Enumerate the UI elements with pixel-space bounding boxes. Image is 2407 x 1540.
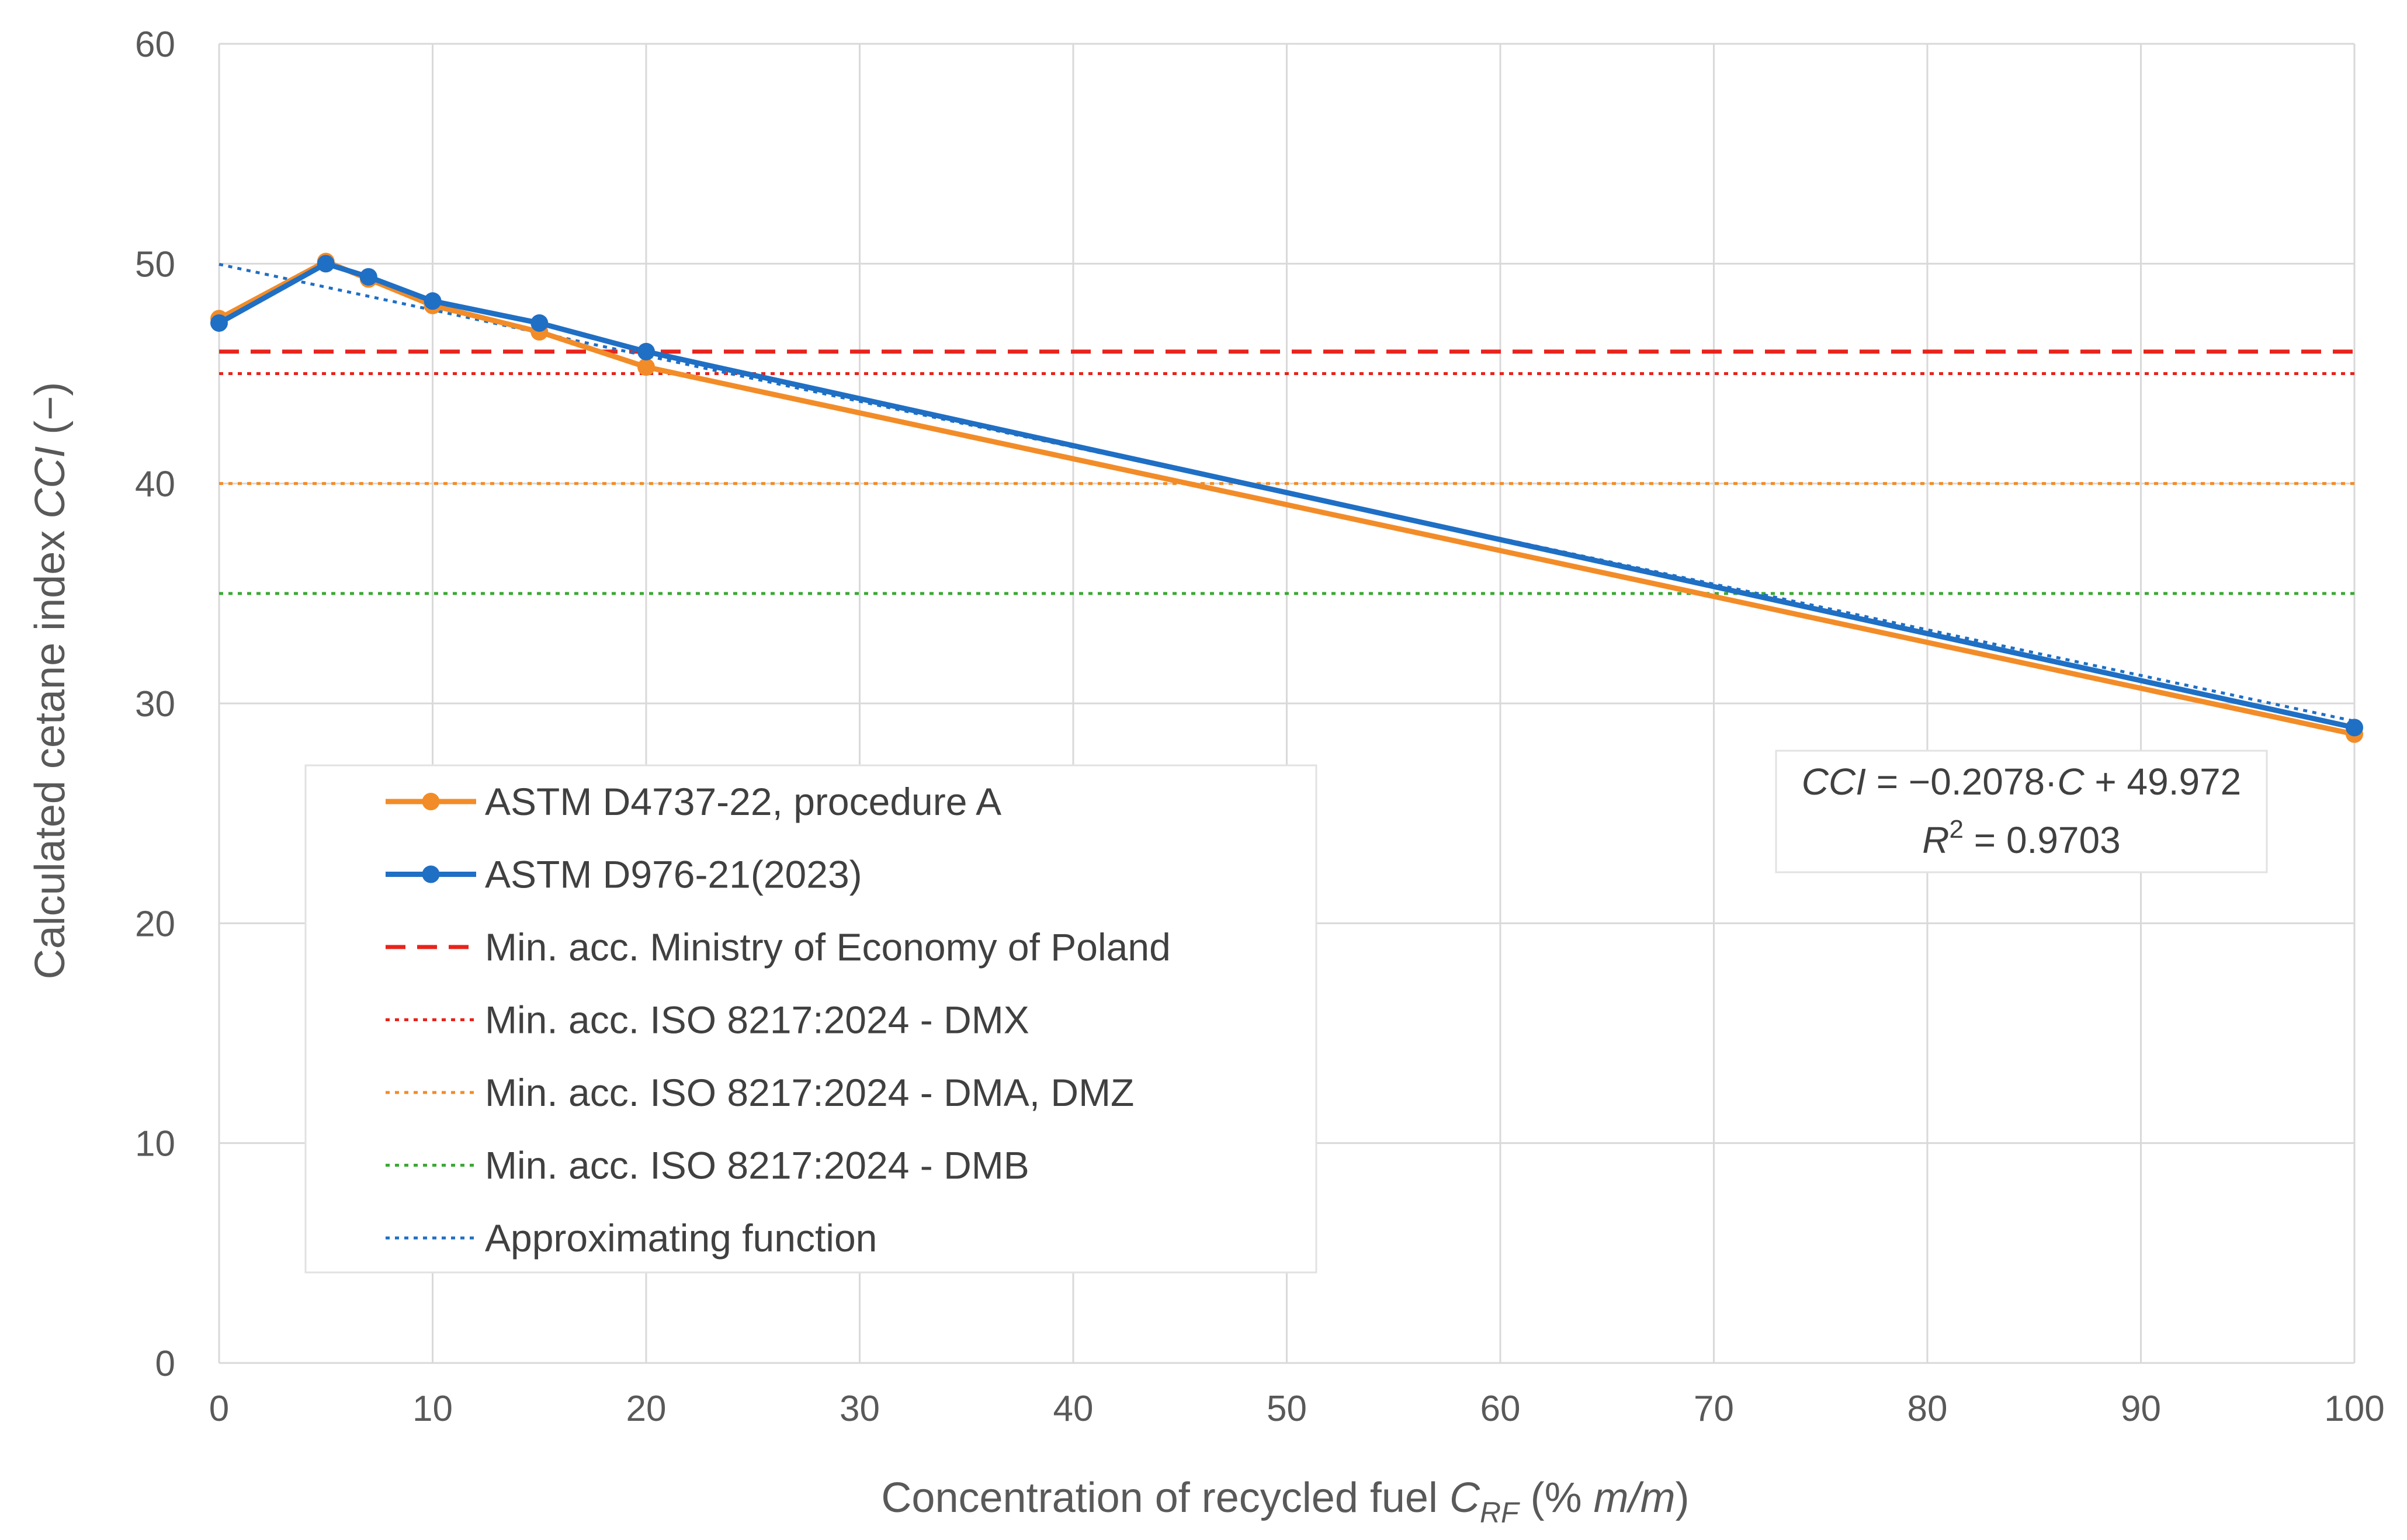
legend: ASTM D4737-22, procedure A ASTM D976-21(2… bbox=[386, 780, 1171, 1260]
x-tick-label: 100 bbox=[2324, 1389, 2384, 1429]
legend-label: Min. acc. ISO 8217:2024 - DMB bbox=[485, 1144, 1029, 1187]
equation-mid: = −0.2078· bbox=[1866, 761, 2057, 803]
equation-box bbox=[1775, 750, 2268, 873]
y-axis-title: Calculated cetane index CCI (−) bbox=[27, 382, 74, 980]
y-axis-title-post: (−) bbox=[27, 382, 74, 446]
y-tick-labels: 0 10 20 30 40 50 60 bbox=[135, 25, 175, 1384]
x-tick-label: 10 bbox=[412, 1389, 453, 1429]
x-tick-label: 90 bbox=[2121, 1389, 2161, 1429]
data-point-1 bbox=[210, 314, 228, 332]
data-point-1 bbox=[2346, 719, 2363, 737]
x-tick-label: 50 bbox=[1267, 1389, 1307, 1429]
r-squared-text: R2 = 0.9703 bbox=[1922, 815, 2120, 861]
x-tick-labels: 0 10 20 30 40 50 60 70 80 90 100 bbox=[209, 1389, 2385, 1429]
series-layer bbox=[210, 252, 2363, 743]
legend-box bbox=[304, 764, 1317, 1274]
r-squared-end: = 0.9703 bbox=[1964, 819, 2121, 861]
x-tick-label: 80 bbox=[1907, 1389, 1948, 1429]
data-point-1 bbox=[359, 268, 377, 286]
r-squared-sup: 2 bbox=[1950, 815, 1964, 844]
x-tick-label: 70 bbox=[1694, 1389, 1734, 1429]
data-point-1 bbox=[317, 255, 335, 273]
data-point-0 bbox=[637, 358, 655, 376]
legend-label: Min. acc. ISO 8217:2024 - DMA, DMZ bbox=[485, 1071, 1134, 1114]
x-tick-label: 20 bbox=[626, 1389, 667, 1429]
y-tick-label: 10 bbox=[135, 1124, 175, 1164]
legend-marker bbox=[422, 865, 440, 883]
equation-var: CCI bbox=[1802, 761, 1866, 803]
y-tick-label: 50 bbox=[135, 244, 175, 285]
r-squared-var: R bbox=[1922, 819, 1949, 861]
x-tick-label: 30 bbox=[840, 1389, 880, 1429]
legend-label: Min. acc. Ministry of Economy of Poland bbox=[485, 925, 1171, 969]
equation-end: + 49.972 bbox=[2085, 761, 2242, 803]
legend-label: Min. acc. ISO 8217:2024 - DMX bbox=[485, 998, 1029, 1042]
x-axis-title-unit: m/m bbox=[1594, 1475, 1676, 1521]
y-axis-title-pre: Calculated cetane index bbox=[27, 519, 74, 980]
x-axis-title-post-a: (% bbox=[1519, 1475, 1594, 1521]
x-tick-label: 40 bbox=[1053, 1389, 1094, 1429]
x-axis-title-post-b: ) bbox=[1676, 1475, 1690, 1521]
equation-text: CCI = −0.2078·C + 49.972 bbox=[1802, 761, 2242, 803]
y-tick-label: 30 bbox=[135, 684, 175, 724]
data-point-1 bbox=[424, 292, 442, 310]
data-point-1 bbox=[530, 314, 549, 332]
x-axis-title-pre: Concentration of recycled fuel bbox=[881, 1475, 1449, 1521]
x-axis-title: Concentration of recycled fuel CRF (% m/… bbox=[881, 1475, 1689, 1529]
x-tick-label: 60 bbox=[1480, 1389, 1521, 1429]
data-point-1 bbox=[637, 342, 655, 360]
legend-label: Approximating function bbox=[485, 1216, 877, 1260]
x-axis-title-sub: RF bbox=[1480, 1496, 1520, 1529]
legend-label: ASTM D4737-22, procedure A bbox=[485, 780, 1001, 823]
equation-c: C bbox=[2057, 761, 2085, 803]
legend-label: ASTM D976-21(2023) bbox=[485, 853, 862, 896]
y-tick-label: 60 bbox=[135, 25, 175, 65]
y-tick-label: 0 bbox=[155, 1344, 175, 1384]
y-axis-title-var: CCI bbox=[27, 446, 74, 519]
y-tick-label: 20 bbox=[135, 904, 175, 944]
x-axis-title-var: C bbox=[1449, 1475, 1480, 1521]
x-tick-label: 0 bbox=[209, 1389, 229, 1429]
legend-marker bbox=[422, 793, 440, 810]
y-tick-label: 40 bbox=[135, 464, 175, 505]
